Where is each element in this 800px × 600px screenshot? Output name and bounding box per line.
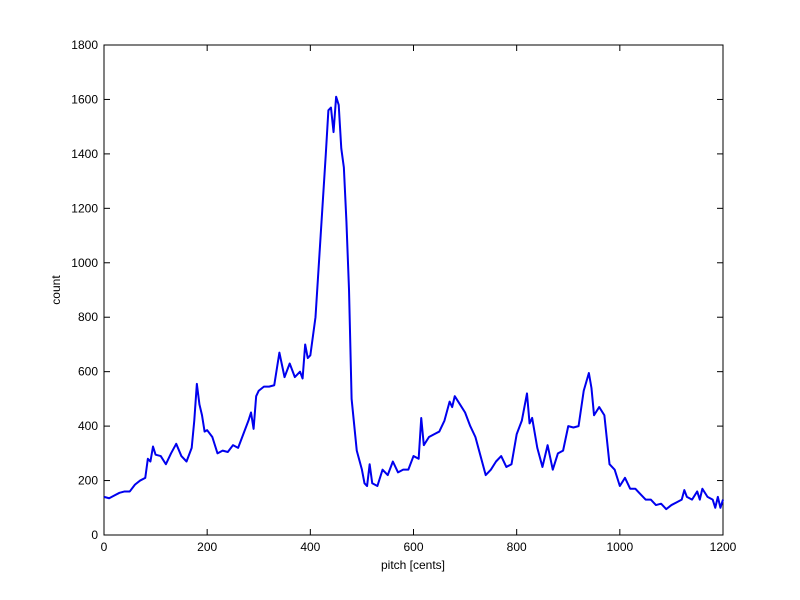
y-tick-label: 0	[91, 528, 98, 542]
y-tick-label: 1200	[71, 201, 98, 215]
y-axis-label: count	[49, 275, 63, 305]
plot-frame	[103, 44, 724, 536]
x-tick-label: 800	[507, 540, 527, 554]
y-tick-label: 800	[78, 310, 98, 324]
y-tick-label: 1400	[71, 147, 98, 161]
y-tick-label: 1600	[71, 92, 98, 106]
y-tick-label: 600	[78, 365, 98, 379]
x-tick-label: 400	[300, 540, 320, 554]
data-line	[103, 95, 724, 511]
x-axis-label: pitch [cents]	[381, 558, 445, 572]
y-tick-label: 1800	[71, 38, 98, 52]
x-tick-label: 1000	[606, 540, 633, 554]
x-tick-label: 200	[197, 540, 217, 554]
x-tick-label: 1200	[710, 540, 737, 554]
x-tick-label: 600	[403, 540, 423, 554]
y-tick-label: 1000	[71, 256, 98, 270]
x-tick-label: 0	[101, 540, 108, 554]
y-tick-label: 200	[78, 474, 98, 488]
y-tick-label: 400	[78, 419, 98, 433]
